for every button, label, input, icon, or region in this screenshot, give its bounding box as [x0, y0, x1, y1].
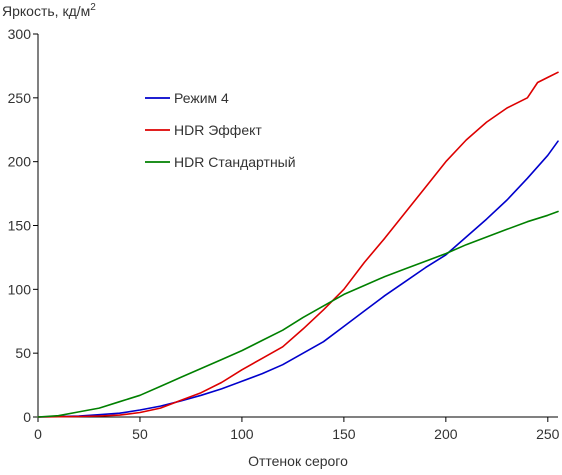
x-tick-label: 200	[434, 426, 458, 442]
series-line-2	[37, 210, 559, 418]
legend: Режим 4 HDR Эффект HDR Стандартный	[145, 90, 296, 170]
legend-label-0: Режим 4	[174, 90, 229, 106]
series-layer	[37, 71, 559, 418]
x-axis-title: Оттенок серого	[248, 453, 348, 469]
y-tick-label: 150	[8, 218, 32, 234]
y-tick-label: 250	[8, 90, 32, 106]
x-tick-label: 0	[34, 426, 42, 442]
legend-label-1: HDR Эффект	[174, 122, 262, 138]
series-line-0	[37, 140, 559, 418]
series-line-1	[37, 71, 559, 418]
y-tick-label: 100	[8, 281, 32, 297]
y-axis-title-text: Яркость, кд/м	[2, 3, 90, 19]
y-ticks: 0 50 100 150 200 250 300	[8, 26, 38, 425]
y-tick-label: 300	[8, 26, 32, 42]
y-tick-label: 50	[15, 345, 31, 361]
y-tick-label: 200	[8, 154, 32, 170]
x-tick-label: 50	[132, 426, 148, 442]
legend-label-2: HDR Стандартный	[174, 154, 296, 170]
y-axis-title-superscript: 2	[90, 2, 96, 13]
x-ticks: 0 50 100 150 200 250	[34, 417, 560, 442]
y-axis-title: Яркость, кд/м2	[2, 2, 96, 19]
x-tick-label: 150	[332, 426, 356, 442]
x-tick-label: 100	[230, 426, 254, 442]
y-tick-label: 0	[23, 409, 31, 425]
x-tick-label: 250	[536, 426, 560, 442]
